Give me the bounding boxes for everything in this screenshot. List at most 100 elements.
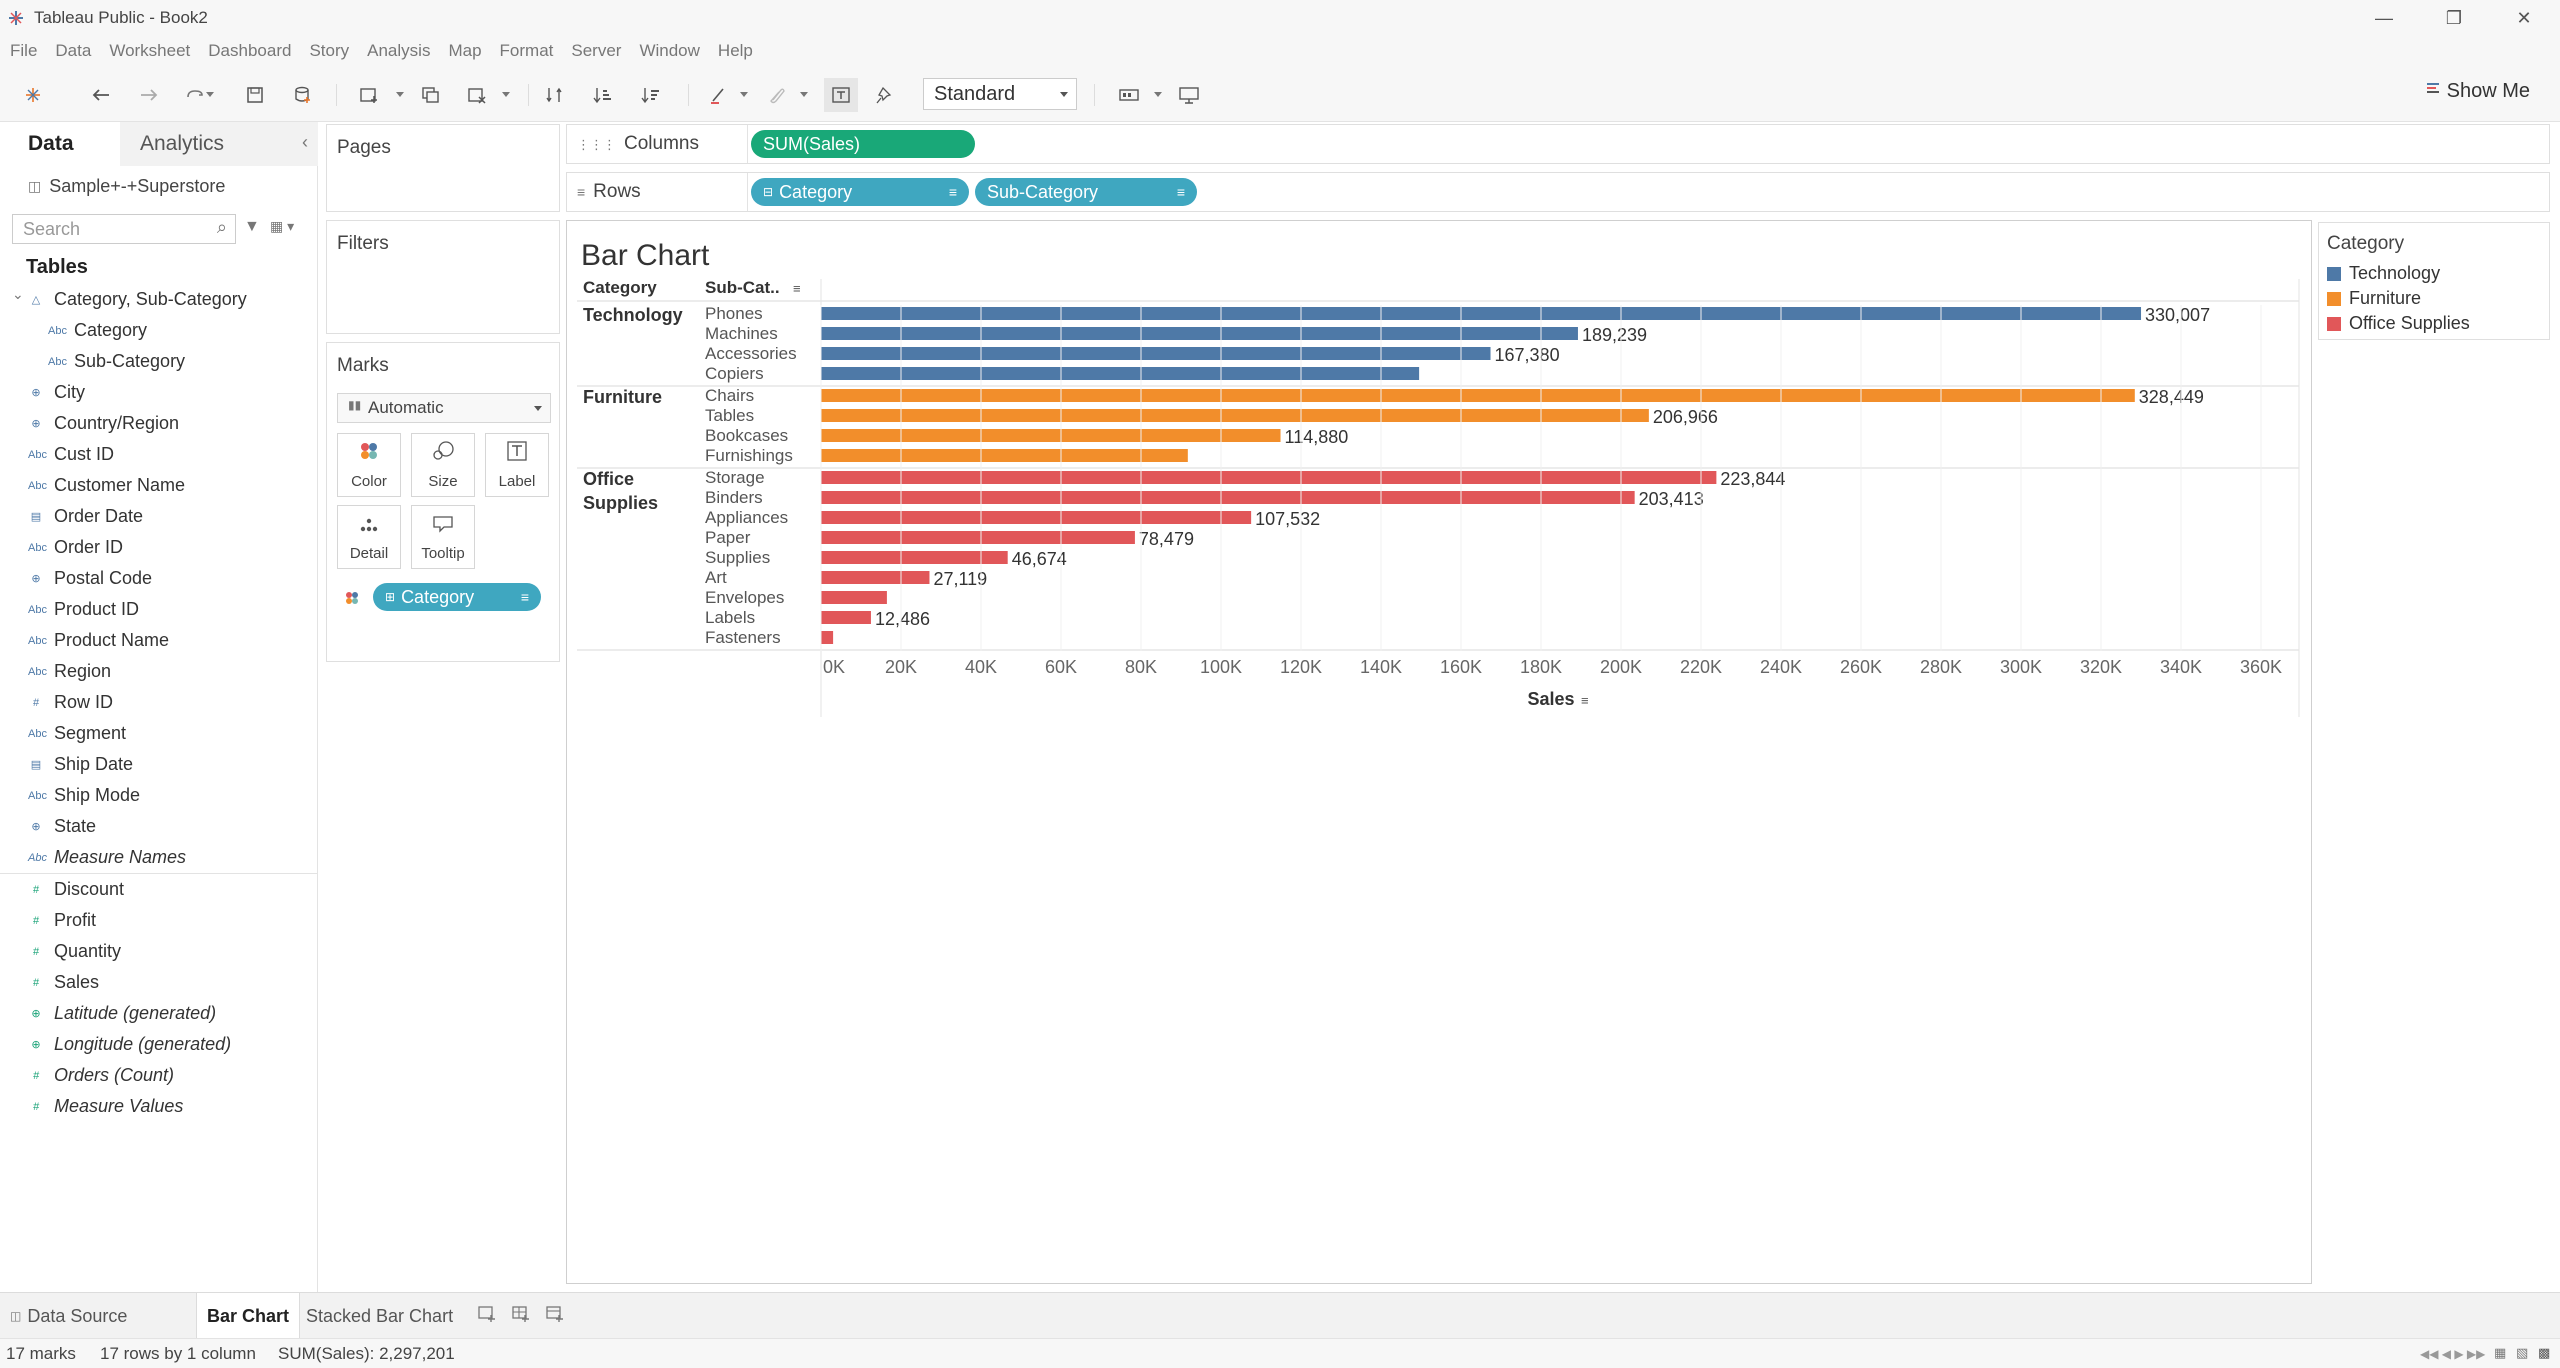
field-label: Cust ID — [54, 444, 115, 464]
field-product-id[interactable]: Abc Product ID — [0, 594, 317, 625]
field-region[interactable]: Abc Region — [0, 656, 317, 687]
tab-stacked-bar-chart[interactable]: Stacked Bar Chart — [306, 1305, 454, 1326]
field-row-id[interactable]: # Row ID — [0, 687, 317, 718]
fit-select[interactable]: Standard — [923, 78, 1077, 110]
rows-shelf[interactable]: ≡ Rows ⊟ Category ≡ Sub-Category ≡ — [566, 172, 2550, 212]
tooltip-button[interactable]: Tooltip — [411, 505, 475, 569]
clear-sheet-icon[interactable] — [464, 82, 490, 108]
field-segment[interactable]: Abc Segment — [0, 718, 317, 749]
field-label: State — [54, 816, 97, 836]
tab-data[interactable]: Data — [0, 122, 120, 166]
show-sheet-sorter-icon[interactable]: ▧ — [2516, 1345, 2529, 1360]
menu-server[interactable]: Server — [571, 41, 622, 60]
search-input[interactable]: Search ⌕ — [12, 214, 236, 244]
field-discount[interactable]: # Discount — [0, 874, 317, 905]
field-sales[interactable]: # Sales — [0, 967, 317, 998]
legend-item[interactable]: Furniture — [2319, 286, 2549, 311]
presentation-mode-icon[interactable] — [1176, 82, 1202, 108]
redo-icon[interactable] — [136, 82, 162, 108]
collapse-pane-icon[interactable]: ‹ — [302, 132, 308, 152]
field-latitude-generated[interactable]: ⊕ Latitude (generated) — [0, 998, 317, 1029]
field-ship-mode[interactable]: Abc Ship Mode — [0, 780, 317, 811]
size-button[interactable]: Size — [411, 433, 475, 497]
status-dimensions: 17 rows by 1 column — [100, 1344, 256, 1363]
field-order-id[interactable]: Abc Order ID — [0, 532, 317, 563]
tab-analytics[interactable]: Analytics ‹ — [120, 122, 318, 166]
field-postal-code[interactable]: ⊕ Postal Code — [0, 563, 317, 594]
field-city[interactable]: ⊕ City — [0, 377, 317, 408]
new-story-icon[interactable] — [546, 1305, 564, 1328]
pages-card[interactable]: Pages — [326, 124, 560, 212]
field-profit[interactable]: # Profit — [0, 905, 317, 936]
field-category-sub-category[interactable]: ⌄ △ Category, Sub-Category — [0, 284, 317, 315]
menu-map[interactable]: Map — [448, 41, 482, 60]
sort-descending-icon[interactable] — [638, 82, 664, 108]
pin-icon[interactable] — [872, 82, 898, 108]
filters-card[interactable]: Filters — [326, 220, 560, 334]
group-members-icon[interactable] — [764, 82, 790, 108]
data-source-tab[interactable]: ◫ Data Source — [10, 1305, 128, 1326]
expand-hierarchy-icon[interactable]: ⌄ — [12, 286, 24, 302]
field-order-date[interactable]: ▤ Order Date — [0, 501, 317, 532]
new-worksheet-icon[interactable] — [356, 82, 382, 108]
menu-story[interactable]: Story — [309, 41, 350, 60]
field-ship-date[interactable]: ▤ Ship Date — [0, 749, 317, 780]
field-longitude-generated[interactable]: ⊕ Longitude (generated) — [0, 1029, 317, 1060]
show-mark-labels-icon[interactable] — [824, 78, 858, 112]
field-category[interactable]: Abc Category — [0, 315, 317, 346]
highlight-icon[interactable] — [706, 82, 732, 108]
field-measure-names[interactable]: Abc Measure Names — [0, 842, 317, 873]
menu-format[interactable]: Format — [499, 41, 554, 60]
datasource-item[interactable]: ◫ Sample+-+Superstore — [28, 175, 226, 196]
show-tabs-icon[interactable]: ▩ — [2538, 1345, 2551, 1360]
sort-ascending-icon[interactable] — [590, 82, 616, 108]
close-icon[interactable]: ✕ — [2516, 7, 2532, 28]
new-dashboard-icon[interactable] — [512, 1305, 530, 1328]
minimize-icon[interactable]: — — [2375, 7, 2393, 28]
filter-fields-icon[interactable]: ▼ — [244, 218, 260, 235]
rows-category-pill[interactable]: ⊟ Category ≡ — [751, 178, 969, 206]
duplicate-sheet-icon[interactable] — [418, 82, 444, 108]
field-measure-values[interactable]: # Measure Values — [0, 1091, 317, 1122]
field-product-name[interactable]: Abc Product Name — [0, 625, 317, 656]
field-orders-count[interactable]: # Orders (Count) — [0, 1060, 317, 1091]
new-worksheet-icon[interactable] — [478, 1305, 496, 1328]
save-icon[interactable] — [242, 82, 268, 108]
menu-analysis[interactable]: Analysis — [367, 41, 431, 60]
rows-subcategory-pill[interactable]: Sub-Category ≡ — [975, 178, 1197, 206]
field-state[interactable]: ⊕ State — [0, 811, 317, 842]
sum-sales-pill[interactable]: SUM(Sales) — [751, 130, 975, 158]
field-country-region[interactable]: ⊕ Country/Region — [0, 408, 317, 439]
show-filmstrip-icon[interactable]: ▦ — [2494, 1345, 2507, 1360]
legend-item[interactable]: Technology — [2319, 261, 2549, 286]
legend-item[interactable]: Office Supplies — [2319, 311, 2549, 336]
field-cust-id[interactable]: Abc Cust ID — [0, 439, 317, 470]
show-me-button[interactable]: Show Me — [2425, 80, 2530, 103]
label-button[interactable]: Label — [485, 433, 549, 497]
new-data-source-icon[interactable] — [290, 82, 316, 108]
columns-shelf[interactable]: ⋮⋮⋮ Columns SUM(Sales) — [566, 124, 2550, 164]
view-options-icon[interactable]: ▦ ▾ — [270, 218, 295, 234]
menu-window[interactable]: Window — [639, 41, 700, 60]
field-customer-name[interactable]: Abc Customer Name — [0, 470, 317, 501]
menu-file[interactable]: File — [10, 41, 38, 60]
undo-icon[interactable] — [88, 82, 114, 108]
marks-category-pill[interactable]: ⊞ Category ≡ — [373, 583, 541, 611]
show-cards-icon[interactable] — [1116, 82, 1142, 108]
menu-dashboard[interactable]: Dashboard — [208, 41, 292, 60]
tableau-home-icon[interactable] — [20, 82, 46, 108]
tab-bar-chart[interactable]: Bar Chart — [196, 1293, 301, 1339]
detail-button[interactable]: Detail — [337, 505, 401, 569]
menu-worksheet[interactable]: Worksheet — [109, 41, 191, 60]
sheet-navigation-icon[interactable]: ◀◀ ◀ ▶ ▶▶ — [2420, 1347, 2486, 1361]
menu-data[interactable]: Data — [55, 41, 92, 60]
color-button[interactable]: Color — [337, 433, 401, 497]
field-quantity[interactable]: # Quantity — [0, 936, 317, 967]
swap-rows-columns-icon[interactable] — [542, 82, 568, 108]
replay-icon[interactable] — [182, 82, 208, 108]
field-sub-category[interactable]: Abc Sub-Category — [0, 346, 317, 377]
bar-data-label: 107,532 — [1255, 509, 1320, 529]
menu-help[interactable]: Help — [717, 41, 753, 60]
restore-icon[interactable]: ❐ — [2445, 7, 2463, 28]
mark-type-select[interactable]: ▮▮ Automatic — [337, 393, 551, 423]
